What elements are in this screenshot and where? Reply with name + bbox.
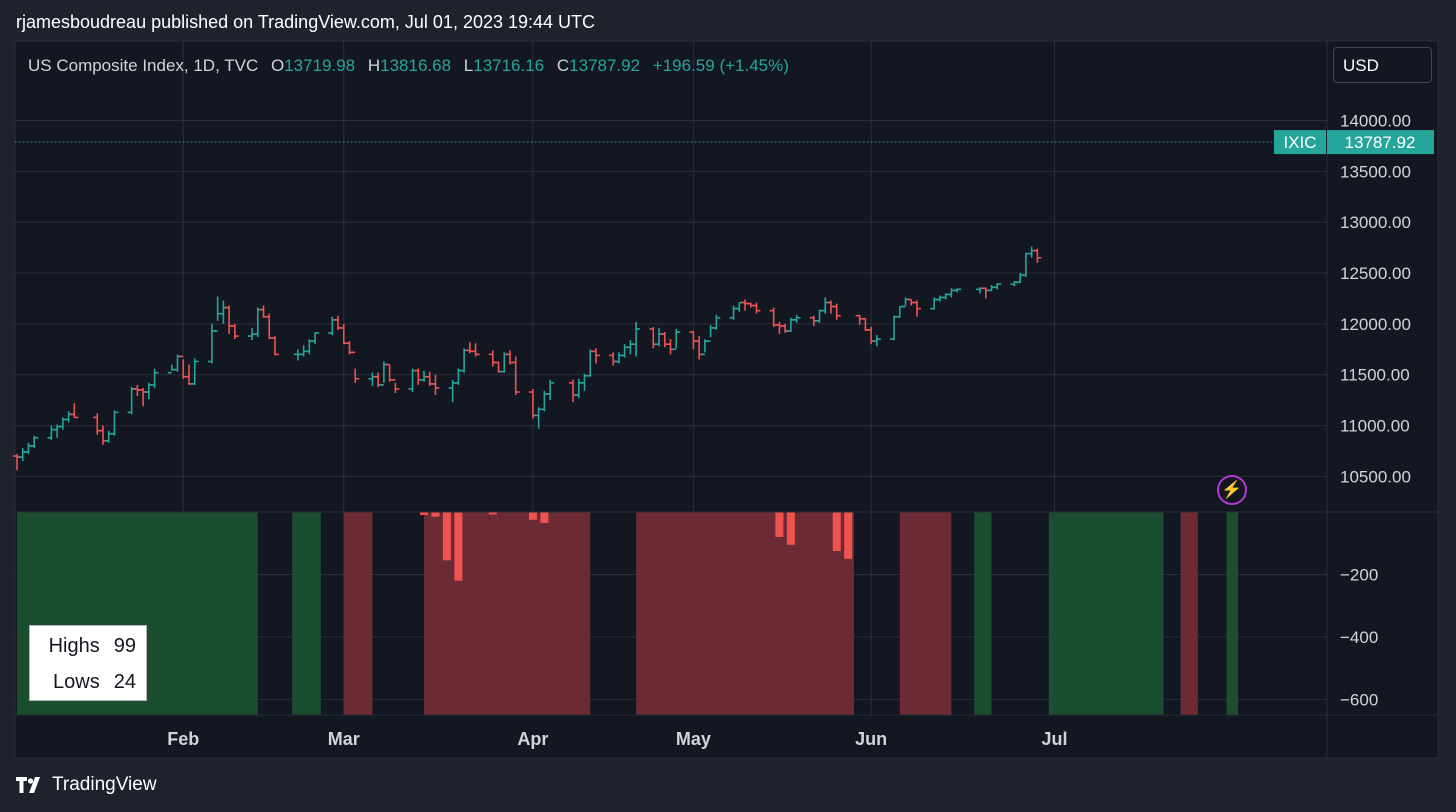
zone-green xyxy=(1048,512,1164,715)
histogram-bar xyxy=(786,512,795,545)
ohlc-bar xyxy=(546,379,555,401)
symbol-legend: US Composite Index, 1D, TVC O13719.98 H1… xyxy=(28,56,789,76)
legend-close-label: C xyxy=(556,56,570,75)
zone-green xyxy=(1226,512,1238,715)
price-tick-label: 12500.00 xyxy=(1340,264,1411,283)
histogram-bar xyxy=(540,512,549,523)
ohlc-bar xyxy=(431,374,440,396)
legend-high-value: 13816.68 xyxy=(380,56,452,75)
zone-green xyxy=(974,512,992,715)
zone-red xyxy=(1180,512,1198,715)
time-tick-label: Apr xyxy=(517,729,548,749)
ohlc-bar xyxy=(872,335,881,347)
legend-high-label: H xyxy=(367,56,381,75)
highs-value: 99 xyxy=(113,635,136,657)
ohlc-bar xyxy=(391,379,400,394)
time-tick-label: Jun xyxy=(855,729,887,749)
histogram-bar xyxy=(488,512,497,515)
histogram-bar xyxy=(442,512,451,561)
ohlc-bar xyxy=(270,336,279,356)
ohlc-bar xyxy=(1033,248,1042,263)
ohlc-bar xyxy=(792,314,801,323)
highs-row: Highs 99 xyxy=(49,635,136,658)
price-tick-label: 12000.00 xyxy=(1340,315,1411,334)
lightning-icon[interactable]: ⚡ xyxy=(1217,475,1247,505)
ohlc-bar xyxy=(712,314,721,330)
ticker-badge-label: IXIC xyxy=(1283,133,1316,152)
ohlc-bar xyxy=(912,300,921,317)
ohlc-bar xyxy=(953,288,962,293)
zone-green xyxy=(292,512,321,715)
ohlc-bar xyxy=(672,328,681,351)
price-tick-label: 11000.00 xyxy=(1340,417,1410,436)
ohlc-bar xyxy=(993,283,1002,290)
ohlc-bar xyxy=(150,368,159,388)
histogram-bar xyxy=(431,512,440,517)
time-tick-label: Jul xyxy=(1042,729,1068,749)
price-tick-label: 10500.00 xyxy=(1340,467,1411,486)
highs-lows-panel: Highs 99 Lows 24 xyxy=(29,625,147,701)
price-tick-label: 13000.00 xyxy=(1340,213,1411,232)
legend-open-value: 13719.98 xyxy=(284,56,356,75)
ohlc-bar xyxy=(591,348,600,364)
zone-red xyxy=(636,512,854,715)
ohlc-bar xyxy=(190,358,199,385)
histogram-bar xyxy=(832,512,841,552)
ohlc-bar xyxy=(311,332,320,345)
highs-label: Highs xyxy=(48,635,100,657)
lows-value: 24 xyxy=(113,671,136,693)
time-tick-label: Mar xyxy=(328,729,360,749)
ticker-badge xyxy=(1274,130,1326,155)
ohlc-bar xyxy=(70,403,79,419)
ohlc-bar xyxy=(230,323,239,340)
time-tick-label: Feb xyxy=(167,729,199,749)
lows-label: Lows xyxy=(53,671,100,693)
histogram-bar xyxy=(420,512,428,516)
ohlc-bar xyxy=(30,435,39,448)
ohlc-bar xyxy=(832,303,841,320)
histogram-bar xyxy=(775,512,784,537)
hist-tick-label: −600 xyxy=(1340,690,1378,709)
lows-row: Lows 24 xyxy=(53,671,136,694)
ohlc-bar xyxy=(632,321,641,357)
price-tick-label: 13500.00 xyxy=(1340,162,1411,181)
zone-red xyxy=(424,512,591,715)
ohlc-bar xyxy=(351,351,360,383)
legend-change-value: +196.59 (+1.45%) xyxy=(652,56,789,75)
currency-selector[interactable]: USD xyxy=(1333,47,1432,83)
tradingview-brand[interactable]: TradingView xyxy=(16,774,157,796)
ohlc-bar xyxy=(752,302,761,314)
hist-tick-label: −200 xyxy=(1340,565,1378,584)
legend-open-label: O xyxy=(270,56,285,75)
ohlc-bar xyxy=(110,410,119,436)
legend-low-value: 13716.16 xyxy=(473,56,545,75)
legend-low-label: L xyxy=(463,56,474,75)
ohlc-bar xyxy=(471,343,480,357)
last-price-label: 13787.92 xyxy=(1345,133,1416,152)
histogram-bar xyxy=(528,512,537,520)
hist-tick-label: −400 xyxy=(1340,628,1378,647)
brand-name: TradingView xyxy=(52,774,157,795)
zone-red xyxy=(343,512,373,715)
zone-red xyxy=(899,512,952,715)
legend-symbol: US Composite Index, 1D, TVC xyxy=(28,56,259,75)
legend-close-value: 13787.92 xyxy=(569,56,641,75)
histogram-bar xyxy=(844,512,853,559)
ohlc-bar xyxy=(511,356,520,396)
tradingview-logo-icon xyxy=(16,777,40,793)
time-tick-label: May xyxy=(676,729,711,749)
price-tick-label: 11500.00 xyxy=(1340,366,1410,385)
last-price-badge xyxy=(1327,130,1434,155)
price-tick-label: 14000.00 xyxy=(1340,112,1411,131)
histogram-bar xyxy=(454,512,463,581)
attribution-text: rjamesboudreau published on TradingView.… xyxy=(16,12,596,32)
